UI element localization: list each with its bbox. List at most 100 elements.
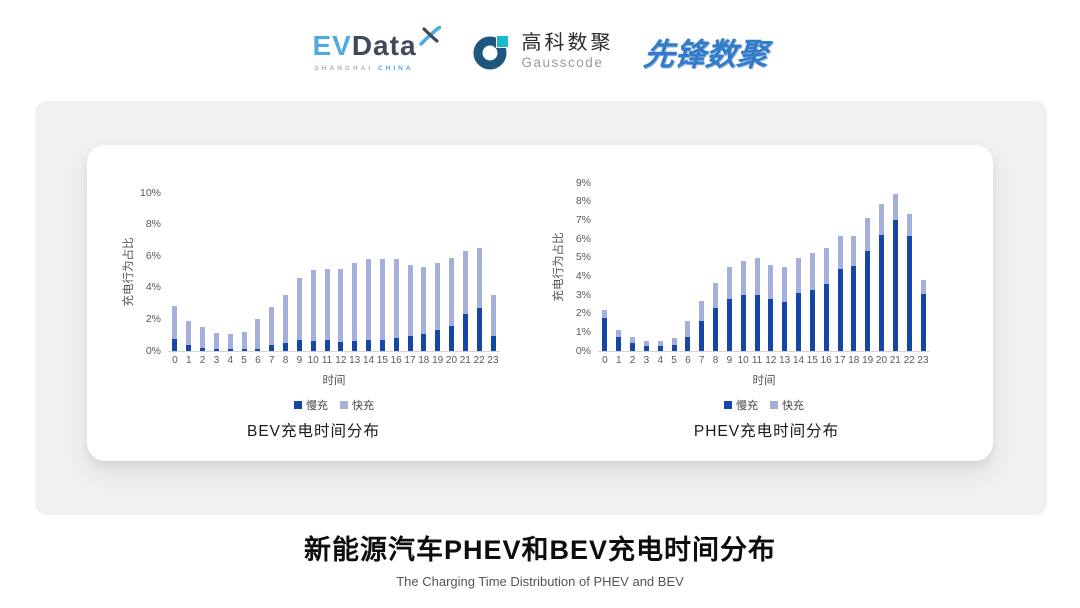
bar-segment-快充 xyxy=(879,203,885,236)
x-tick-label: 0 xyxy=(602,355,608,366)
bar-segment-快充 xyxy=(796,257,802,294)
bar-segment-慢充 xyxy=(920,294,926,351)
y-tick-label: 1% xyxy=(575,325,591,338)
logo-bar: EV Data SHANGHAI CHINA 高科数聚 Gausscode 先锋数… xyxy=(0,18,1080,84)
bar-hour-13 xyxy=(352,262,358,351)
bar-segment-快充 xyxy=(379,259,385,340)
bar-hour-23 xyxy=(920,280,926,351)
x-tick-label: 5 xyxy=(671,355,677,366)
bar-segment-慢充 xyxy=(296,339,302,351)
x-tick-label: 18 xyxy=(848,355,860,366)
bar-segment-快充 xyxy=(241,332,247,350)
bar-segment-慢充 xyxy=(379,339,385,351)
bar-segment-慢充 xyxy=(823,283,829,351)
x-tick-label: 4 xyxy=(657,355,663,366)
bar-hour-5 xyxy=(241,332,247,351)
bar-segment-快充 xyxy=(269,306,275,346)
bar-segment-快充 xyxy=(407,264,413,336)
x-tick-label: 18 xyxy=(418,355,430,366)
bar-segment-快充 xyxy=(421,267,427,334)
x-tick-label: 22 xyxy=(903,355,915,366)
bar-hour-15 xyxy=(809,253,815,351)
phev-plot-area xyxy=(598,183,930,352)
bar-segment-慢充 xyxy=(713,308,719,351)
bar-hour-17 xyxy=(407,264,413,351)
bar-segment-慢充 xyxy=(283,343,289,351)
bar-hour-2 xyxy=(630,337,636,351)
x-tick-label: 11 xyxy=(321,355,333,366)
legend-item-慢充: 慢充 xyxy=(724,397,758,413)
bar-hour-21 xyxy=(892,194,898,351)
bar-segment-快充 xyxy=(227,334,233,350)
bar-segment-慢充 xyxy=(366,339,372,351)
phev-y-ticks: 0% 1% 2% 3% 4% 5% 6% 7% 8% 9% xyxy=(547,177,591,356)
x-tick-label: 20 xyxy=(445,355,458,366)
y-tick-label: 4% xyxy=(575,269,591,282)
bar-hour-14 xyxy=(366,259,372,351)
bar-segment-慢充 xyxy=(768,298,774,351)
bar-segment-慢充 xyxy=(213,349,219,351)
bar-hour-0 xyxy=(172,305,178,351)
bar-segment-快充 xyxy=(172,305,178,340)
legend-label: 慢充 xyxy=(736,400,758,412)
bar-segment-慢充 xyxy=(671,345,677,351)
bar-segment-快充 xyxy=(685,321,691,337)
bar-segment-慢充 xyxy=(310,340,316,351)
bar-segment-快充 xyxy=(352,262,358,341)
x-tick-label: 22 xyxy=(473,355,485,366)
charts-card: 充电行为占比 0% 2% 4% 6% 8% 10% 0 1 2 3 4 5 6 7 8 9 10 11 12 13 1… xyxy=(87,145,993,461)
y-tick-label: 8% xyxy=(575,195,591,208)
bar-hour-22 xyxy=(906,213,912,351)
bar-hour-10 xyxy=(310,269,316,351)
legend-swatch xyxy=(294,401,302,409)
bar-segment-慢充 xyxy=(338,341,344,351)
bar-segment-快充 xyxy=(740,261,746,295)
x-tick-label: 12 xyxy=(765,355,777,366)
y-tick-label: 10% xyxy=(139,186,161,199)
bar-segment-快充 xyxy=(906,213,912,237)
bar-hour-1 xyxy=(186,321,192,351)
main-subtitle: The Charging Time Distribution of PHEV a… xyxy=(396,574,684,589)
bar-hour-9 xyxy=(726,267,732,351)
bar-segment-快充 xyxy=(476,248,482,309)
evdata-ev-text: EV xyxy=(312,30,352,61)
x-tick-label: 9 xyxy=(726,355,733,366)
bar-segment-快充 xyxy=(713,282,719,309)
bar-segment-慢充 xyxy=(490,336,496,351)
bar-segment-慢充 xyxy=(796,293,802,351)
bar-segment-快充 xyxy=(754,257,760,295)
x-tick-label: 2 xyxy=(629,355,636,366)
bar-segment-慢充 xyxy=(269,345,275,351)
main-title: 新能源汽车PHEV和BEV充电时间分布 xyxy=(303,535,777,565)
bar-segment-慢充 xyxy=(407,336,413,351)
x-tick-label: 17 xyxy=(404,355,416,366)
bar-hour-6 xyxy=(255,319,261,351)
y-tick-label: 2% xyxy=(145,312,161,325)
bar-segment-快充 xyxy=(186,321,192,346)
bar-segment-慢充 xyxy=(892,220,898,351)
bar-segment-慢充 xyxy=(906,236,912,351)
x-tick-label: 16 xyxy=(820,355,832,366)
bar-hour-14 xyxy=(796,257,802,351)
evdata-logo: EV Data SHANGHAI CHINA xyxy=(312,26,441,72)
bar-segment-快充 xyxy=(657,340,663,347)
bar-hour-16 xyxy=(823,248,829,351)
bar-segment-快充 xyxy=(630,337,636,343)
evdata-wordmark: EV Data xyxy=(312,26,441,62)
bev-chart-title: BEV充电时间分布 xyxy=(246,423,380,440)
bar-hour-0 xyxy=(602,309,608,351)
bar-segment-快充 xyxy=(366,259,372,340)
evdata-subtext: SHANGHAI CHINA xyxy=(314,65,414,72)
bar-segment-快充 xyxy=(726,267,732,299)
bar-hour-7 xyxy=(699,300,705,351)
evdata-data-text: Data xyxy=(351,30,417,61)
bar-hour-18 xyxy=(851,236,857,351)
x-tick-label: 3 xyxy=(643,355,650,366)
bar-segment-慢充 xyxy=(421,333,427,351)
gausscode-text: 高科数聚 Gausscode xyxy=(522,33,614,70)
x-tick-label: 21 xyxy=(459,355,471,366)
bar-segment-慢充 xyxy=(172,339,178,351)
y-tick-label: 8% xyxy=(145,218,161,231)
bar-hour-22 xyxy=(476,248,482,351)
x-tick-label: 20 xyxy=(875,355,888,366)
